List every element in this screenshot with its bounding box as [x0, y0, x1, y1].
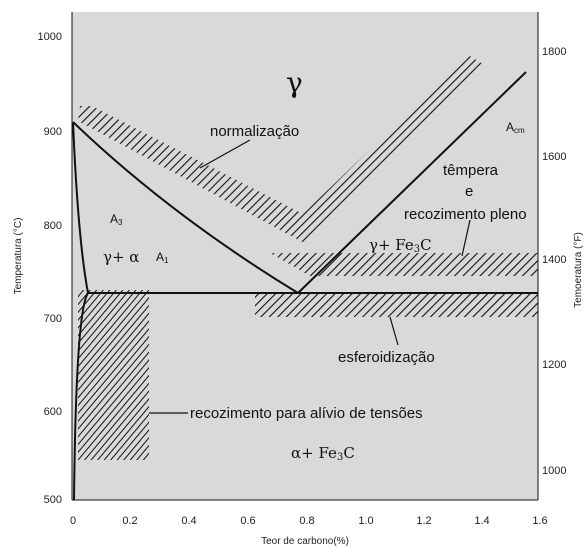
- acm-main: A: [506, 120, 514, 134]
- normalizacao-label: normalização: [210, 123, 299, 140]
- x-tick: 1.6: [532, 515, 547, 527]
- x-tick: 0.8: [299, 515, 314, 527]
- y-left-tick-labels: 500 600 700 800 900 1000: [38, 31, 62, 506]
- esferoidizacao-region: [255, 293, 538, 317]
- gamma-fe3c-label: γ+ Fe3C: [369, 236, 432, 255]
- acm-label: Acm: [506, 120, 525, 135]
- x-tick: 1.2: [416, 515, 431, 527]
- acm-sub: cm: [514, 126, 525, 135]
- x-tick: 0: [70, 515, 76, 527]
- acm-boundary-line: [297, 71, 527, 294]
- alpha-fe3c-end: C: [343, 444, 354, 462]
- e-label: e: [465, 183, 473, 200]
- y-left-tick: 800: [44, 220, 62, 232]
- a3-sub: 3: [118, 218, 123, 227]
- alpha-fe3c-main: α+ Fe: [291, 444, 337, 462]
- y-right-tick-labels: 1000 1200 1400 1600 1800: [542, 46, 566, 477]
- gamma-fe3c-end: C: [420, 236, 431, 254]
- y-left-axis-label: Temperatura (°C): [13, 218, 24, 295]
- y-right-tick: 1000: [542, 465, 566, 477]
- y-right-axis-label: Temoeratura (°F): [573, 232, 584, 308]
- alpha-fe3c-sub: 3: [337, 452, 343, 463]
- x-tick: 1.4: [474, 515, 489, 527]
- y-right-tick: 1600: [542, 151, 566, 163]
- gamma-alpha-label: γ+ α: [103, 248, 139, 266]
- gamma-fe3c-main: γ+ Fe: [369, 236, 414, 254]
- x-tick-labels: 0 0.2 0.4 0.6 0.8 1.0 1.2 1.4 1.6: [70, 515, 548, 527]
- x-tick: 1.0: [358, 515, 373, 527]
- recozimento-pleno-region: [270, 253, 538, 276]
- alpha-fe3c-label: α+ Fe3C: [291, 444, 355, 463]
- y-left-tick: 1000: [38, 31, 62, 43]
- gamma-fe3c-sub: 3: [414, 244, 420, 255]
- y-right-tick: 1200: [542, 359, 566, 371]
- x-tick: 0.2: [122, 515, 137, 527]
- y-left-tick: 500: [44, 494, 62, 506]
- recozimento-alivio-region: [78, 290, 149, 460]
- gamma-label: γ: [286, 66, 303, 99]
- x-tick: 0.6: [240, 515, 255, 527]
- x-tick: 0.4: [181, 515, 196, 527]
- a3-label: A3: [110, 212, 123, 227]
- a1-main: A: [156, 250, 164, 264]
- y-right-tick: 1800: [542, 46, 566, 58]
- recozimento-alivio-label: recozimento para alívio de tensões: [190, 405, 423, 422]
- normalizacao-region: [78, 55, 483, 244]
- a1-label: A1: [156, 250, 169, 265]
- a1-sub: 1: [164, 256, 169, 265]
- esferoidizacao-label: esferoidização: [338, 349, 435, 366]
- a3-main: A: [110, 212, 118, 226]
- y-left-tick: 600: [44, 406, 62, 418]
- y-left-tick: 700: [44, 313, 62, 325]
- recozimento-pleno-label: recozimento pleno: [404, 206, 527, 223]
- tempera-label: têmpera: [443, 162, 499, 179]
- esferoidizacao-leader: [389, 316, 399, 346]
- x-axis-label: Teor de carbono(%): [261, 536, 349, 547]
- a3-boundary-line: [72, 121, 299, 294]
- alpha-solvus-left-line: [72, 121, 89, 294]
- recozimento-pleno-leader: [461, 219, 471, 257]
- y-right-tick: 1400: [542, 254, 566, 266]
- y-left-tick: 900: [44, 126, 62, 138]
- alpha-solvus-lower-line: [73, 292, 89, 501]
- normalizacao-leader: [199, 139, 251, 169]
